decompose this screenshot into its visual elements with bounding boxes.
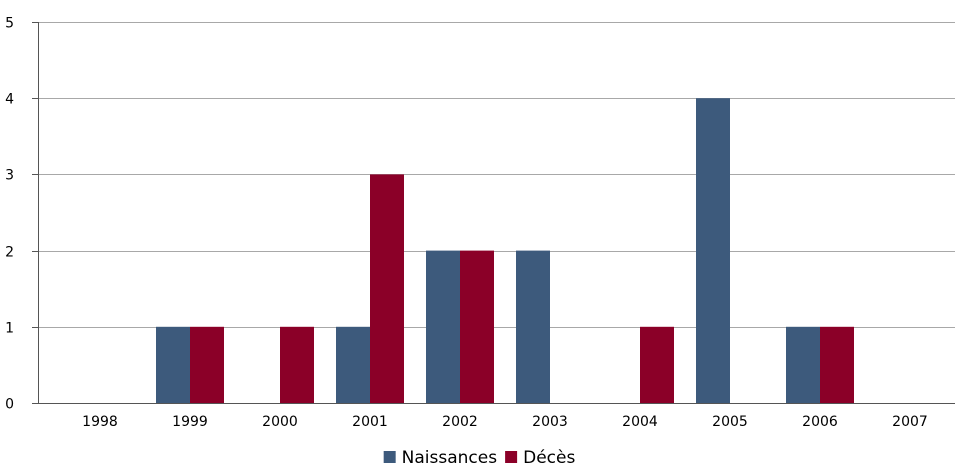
bar-d-c-s-2000 [280, 326, 314, 403]
x-tick-label: 2005 [712, 414, 748, 430]
x-tick-label: 1998 [82, 414, 118, 430]
x-tick-label: 2003 [532, 414, 568, 430]
y-tick-labels: 0 1 2 3 4 5 [5, 16, 14, 413]
x-tick-label: 2006 [802, 414, 838, 430]
x-tick-label: 2007 [892, 414, 928, 430]
x-tick-label: 1999 [172, 414, 208, 430]
axes [32, 22, 955, 404]
bar-d-c-s-1999 [190, 326, 224, 403]
bar-naissances-2001 [336, 326, 370, 403]
x-tick-label: 2001 [352, 414, 388, 430]
legend: Naissances Décès [383, 448, 575, 468]
bar-naissances-2002 [426, 250, 460, 403]
y-tick-label: 4 [5, 92, 14, 108]
gridlines [38, 22, 955, 328]
legend-label: Décès [523, 448, 575, 468]
bar-naissances-2003 [516, 250, 550, 403]
y-tick-label: 3 [5, 168, 14, 184]
y-tick-label: 5 [5, 16, 14, 32]
x-tick-label: 2004 [622, 414, 658, 430]
y-tick-label: 0 [5, 397, 14, 413]
y-tick-label: 1 [5, 321, 14, 337]
bar-d-c-s-2006 [820, 326, 854, 403]
bars [156, 98, 854, 403]
y-tick-label: 2 [5, 245, 14, 261]
bar-naissances-2006 [786, 326, 820, 403]
bar-d-c-s-2001 [370, 174, 404, 403]
x-tick-label: 2002 [442, 414, 478, 430]
bar-naissances-1999 [156, 326, 190, 403]
x-tick-label: 2000 [262, 414, 298, 430]
bar-d-c-s-2004 [640, 326, 674, 403]
legend-swatch-1 [505, 451, 518, 463]
legend-swatch-0 [383, 451, 396, 463]
x-tick-labels: 1998 1999 2000 2001 2002 2003 2004 2005 2006 2007 [82, 414, 928, 430]
bar-d-c-s-2002 [460, 250, 494, 403]
legend-label: Naissances [402, 448, 498, 468]
bar-naissances-2005 [696, 98, 730, 403]
